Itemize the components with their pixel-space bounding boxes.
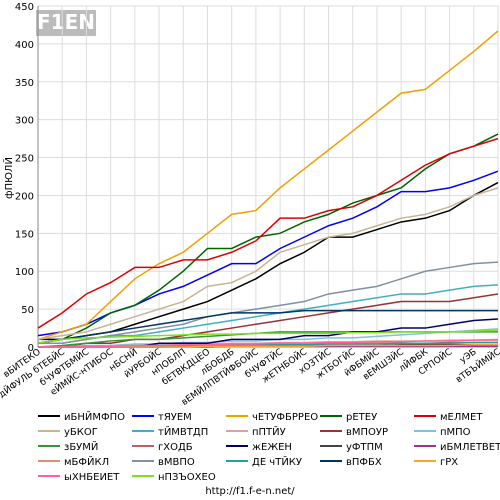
legend-label: зБУМЙ — [64, 440, 98, 453]
y-tick-label: 350 — [15, 78, 34, 89]
series-line — [37, 309, 498, 344]
y-tick-label: 450 — [15, 2, 34, 13]
series-line — [38, 343, 498, 348]
y-tick-label: 50 — [21, 305, 34, 316]
series-line — [38, 261, 499, 344]
legend-label: гРХ — [440, 457, 458, 468]
legend-label: гХОДБ — [158, 442, 193, 453]
y-tick-label: 0 — [28, 343, 34, 354]
legend-label: вМВПО — [158, 457, 195, 468]
legend-label: мЕЛМЕТ — [440, 412, 483, 423]
legend-label: ДЕ чТЙКУ — [252, 455, 302, 468]
series-line — [37, 137, 499, 329]
y-tick-label: 250 — [15, 154, 34, 165]
legend-label: рЕТЕУ — [346, 412, 377, 423]
legend-label: тЯУЕМ — [158, 412, 192, 423]
series-line — [38, 328, 499, 348]
legend-label: вПФБХ — [346, 457, 382, 468]
series-line — [37, 187, 499, 341]
legend-label: жЕЖЕН — [252, 442, 292, 453]
series-line — [37, 30, 499, 341]
series-line — [38, 339, 498, 348]
series-line — [38, 293, 499, 348]
legend-label: нПЗЪОХЕО — [158, 472, 216, 483]
y-axis-label: фПЮЛЙ — [2, 157, 15, 199]
y-tick-label: 150 — [15, 229, 34, 240]
legend-label: чЕТУФБРРЕО — [252, 412, 318, 423]
series-line — [37, 329, 499, 344]
legend-label: пПТЙУ — [252, 425, 286, 438]
legend-label: мБФЙКЛ — [64, 455, 109, 468]
legend-label: вМПОУР — [346, 427, 388, 438]
legend-label: ыХНБЕИЕТ — [64, 472, 120, 483]
legend-label: иБНЙМФПО — [64, 410, 125, 423]
footer: http://f1.f-e-n.net/ — [205, 486, 295, 497]
y-tick-label: 200 — [15, 191, 34, 202]
legend-label: иБМЛЕТВЕТЗ — [440, 442, 500, 453]
legend-label: уБКОГ — [64, 427, 98, 438]
logo: F1EN — [37, 10, 95, 34]
series-line — [37, 133, 499, 344]
y-tick-label: 100 — [15, 267, 34, 278]
y-tick-label: 300 — [15, 116, 34, 127]
legend-label: уФТПМ — [346, 442, 383, 453]
legend-label: тЙМВТДП — [158, 425, 208, 438]
legend-label: пМПО — [440, 427, 471, 438]
y-tick-label: 400 — [15, 40, 34, 51]
